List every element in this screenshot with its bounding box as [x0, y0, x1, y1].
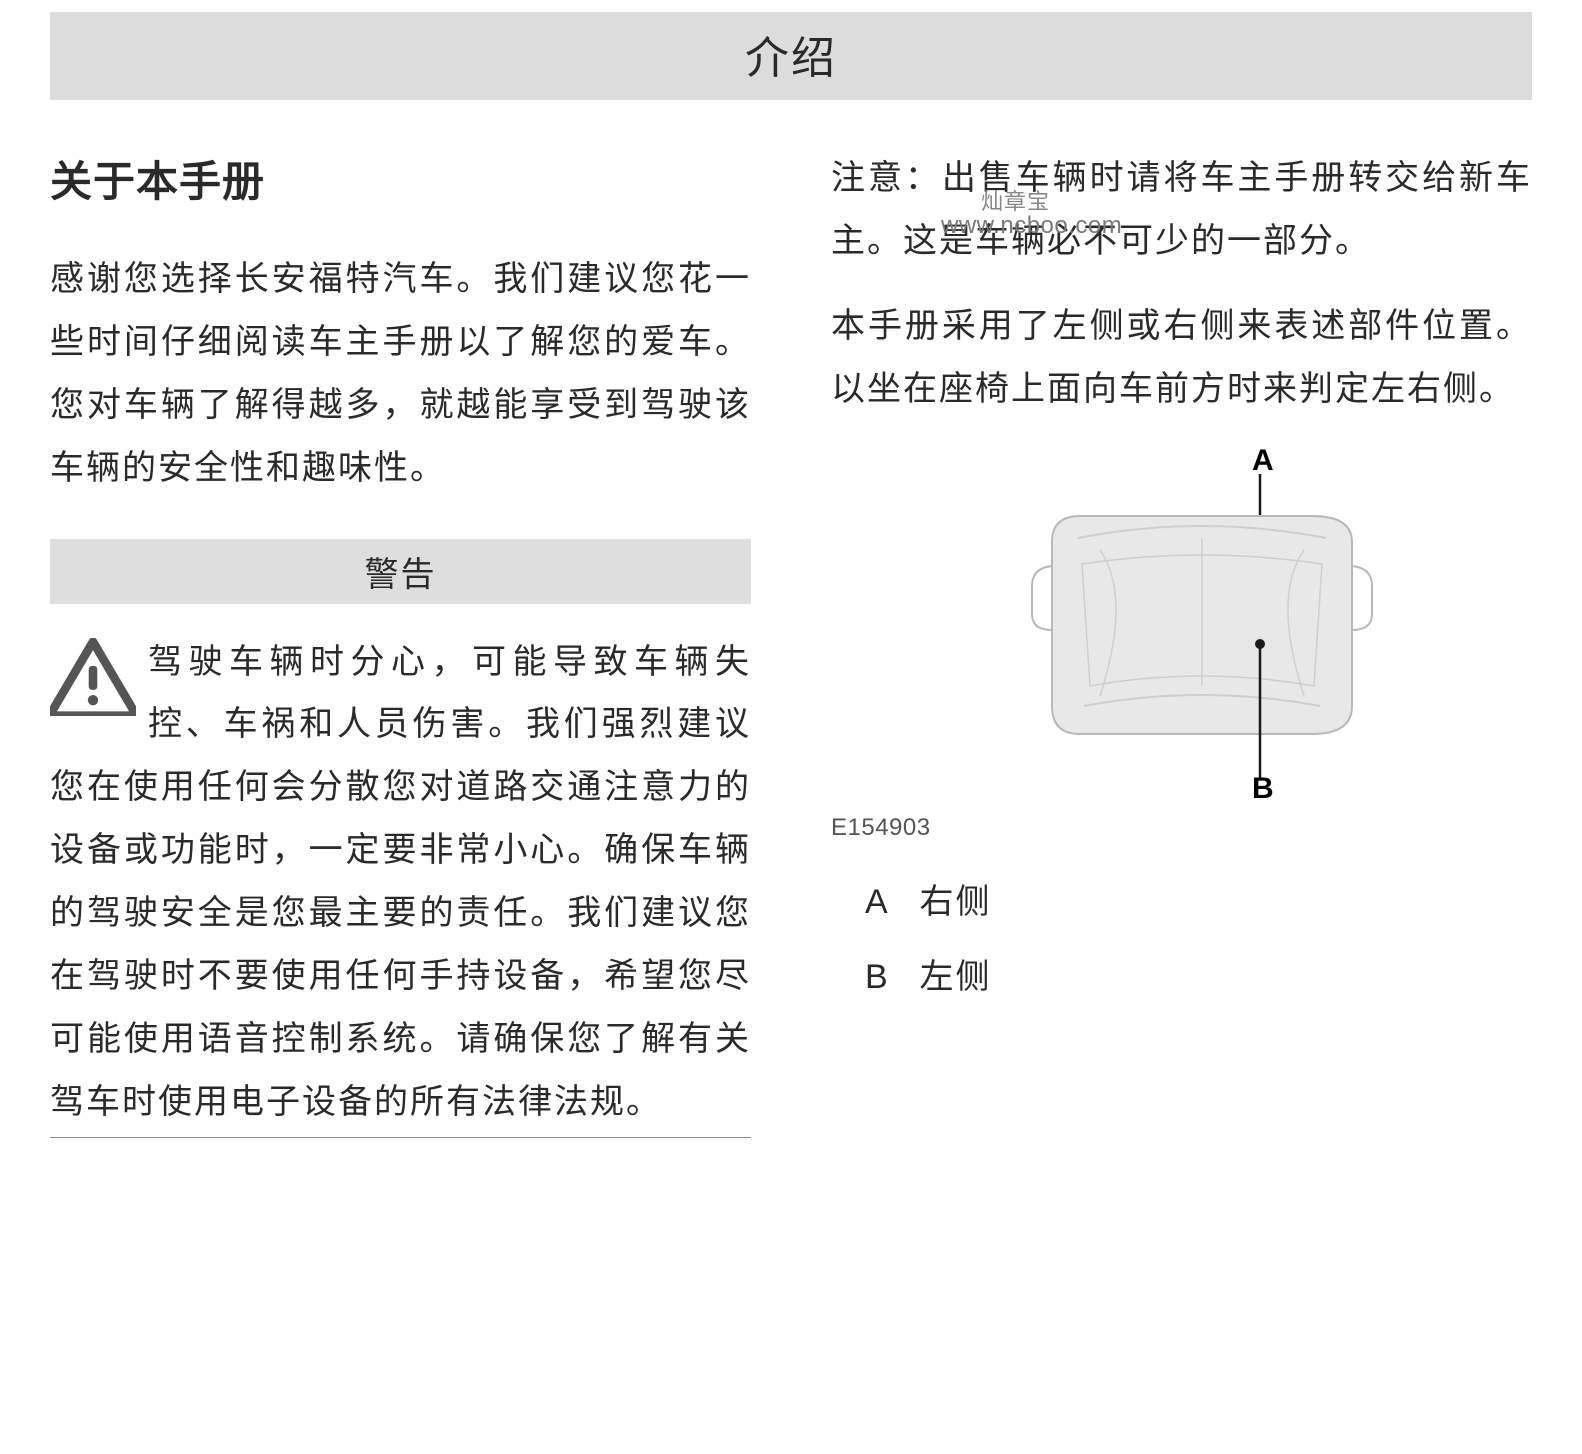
note-paragraph: 注意：出售车辆时请将车主手册转交给新车主。这是车辆必不可少的一部分。 灿章宝 w… — [831, 148, 1532, 274]
legend-key-a: A — [865, 883, 909, 922]
legend-row-a: A 右侧 — [831, 874, 1532, 923]
warning-block: 驾驶车辆时分心，可能导致车辆失控、车祸和人员伤害。我们强烈建议您在使用任何会分散… — [50, 632, 751, 1138]
diagram-label-b: B — [1252, 772, 1274, 798]
right-column: 注意：出售车辆时请将车主手册转交给新车主。这是车辆必不可少的一部分。 灿章宝 w… — [831, 148, 1532, 1138]
warning-triangle-icon — [50, 638, 136, 716]
legend-label-a: 右侧 — [920, 884, 992, 921]
header-bar: 介绍 — [50, 12, 1532, 100]
orientation-paragraph: 本手册采用了左侧或右侧来表述部件位置。以坐在座椅上面向车前方时来判定左右侧。 — [831, 296, 1532, 422]
car-orientation-diagram: A — [831, 446, 1532, 798]
intro-paragraph: 感谢您选择长安福特汽车。我们建议您花一些时间仔细阅读车主手册以了解您的爱车。您对… — [50, 249, 751, 501]
watermark-url: www.ncboo.com — [941, 204, 1122, 248]
car-body — [1032, 516, 1372, 734]
warning-label: 警告 — [365, 557, 437, 594]
left-column: 关于本手册 感谢您选择长安福特汽车。我们建议您花一些时间仔细阅读车主手册以了解您… — [50, 148, 751, 1138]
section-title: 关于本手册 — [50, 148, 751, 209]
diagram-label-a: A — [1252, 446, 1274, 477]
page-title: 介绍 — [50, 22, 1532, 86]
warning-text: 驾驶车辆时分心，可能导致车辆失控、车祸和人员伤害。我们强烈建议您在使用任何会分散… — [50, 644, 751, 1121]
legend-label-b: 左侧 — [920, 959, 992, 996]
legend-key-b: B — [865, 958, 909, 997]
figure-code: E154903 — [831, 814, 1532, 842]
warning-header-bar: 警告 — [50, 539, 751, 604]
legend-row-b: B 左侧 — [831, 949, 1532, 998]
two-column-layout: 关于本手册 感谢您选择长安福特汽车。我们建议您花一些时间仔细阅读车主手册以了解您… — [50, 148, 1532, 1138]
car-top-view-svg: A — [932, 446, 1432, 798]
